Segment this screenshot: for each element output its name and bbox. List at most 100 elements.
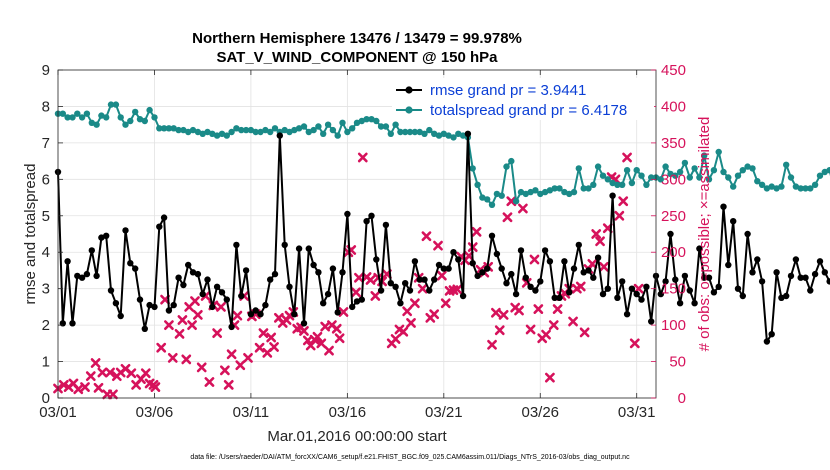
- totalspread-point: [93, 121, 100, 128]
- totalspread-point: [469, 165, 476, 172]
- obs-count-marker: [599, 261, 609, 272]
- rmse-point: [773, 269, 780, 276]
- rmse-point: [484, 265, 491, 272]
- rmse-point: [614, 294, 621, 301]
- rmse-point: [508, 270, 515, 278]
- totalspread-point: [590, 181, 597, 188]
- rmse-point: [127, 260, 134, 267]
- totalspread-point: [358, 117, 365, 125]
- rmse-point: [758, 278, 766, 285]
- totalspread-point: [353, 119, 361, 127]
- totalspread-point: [614, 181, 621, 188]
- rmse-point: [416, 276, 423, 283]
- rmse-point: [816, 258, 824, 265]
- totalspread-point: [508, 157, 515, 165]
- obs-count-marker: [93, 382, 104, 393]
- rmse-point: [426, 287, 433, 294]
- rmse-point: [811, 270, 819, 278]
- rmse-point: [373, 256, 380, 263]
- rmse-point: [295, 245, 303, 252]
- totalspread-point: [498, 192, 505, 199]
- y-axis-label-right: # of obs: o=possible; ×=assimilated: [696, 117, 713, 352]
- totalspread-point: [643, 181, 650, 188]
- obs-count-marker: [436, 270, 447, 281]
- totalspread-point: [185, 128, 192, 136]
- totalspread-point: [368, 116, 375, 123]
- totalspread-point: [725, 174, 732, 181]
- rmse-point: [802, 274, 809, 281]
- obs-count-marker: [579, 327, 590, 338]
- totalspread-point: [88, 119, 96, 127]
- totalspread-point: [758, 181, 766, 188]
- totalspread-point: [792, 183, 800, 190]
- obs-count-marker: [440, 298, 451, 309]
- rmse-point: [459, 292, 467, 300]
- legend-marker-totalspread: [405, 106, 413, 114]
- rmse-point: [315, 269, 322, 276]
- totalspread-point: [459, 132, 467, 139]
- totalspread-point: [816, 172, 824, 179]
- rmse-point: [107, 287, 115, 294]
- chart-title: Northern Hemisphere 13476 / 13479 = 99.9…: [192, 30, 522, 47]
- obs-count-marker: [365, 275, 376, 285]
- totalspread-point: [787, 174, 795, 181]
- totalspread-point: [763, 185, 771, 192]
- rmse-point: [464, 130, 472, 137]
- rmse-point: [431, 276, 438, 283]
- rmse-point: [667, 230, 674, 238]
- legend-marker-rmse: [405, 86, 413, 94]
- rmse-point: [643, 283, 650, 290]
- rmse-point: [691, 300, 698, 307]
- totalspread-point: [604, 176, 611, 183]
- totalspread-point: [561, 188, 568, 196]
- rmse-point: [676, 300, 684, 307]
- rmse-point: [580, 269, 587, 276]
- totalspread-point: [392, 121, 399, 128]
- totalspread-point: [609, 179, 616, 187]
- rmse-point: [797, 274, 804, 281]
- rmse-point: [474, 272, 481, 280]
- rmse-point: [59, 320, 66, 327]
- x-tick-label: 03/26: [521, 404, 559, 421]
- obs-count-marker: [390, 334, 401, 344]
- y-tick-label-left: 7: [42, 135, 50, 152]
- totalspread-point: [778, 183, 785, 190]
- rmse-point: [681, 272, 689, 280]
- rmse-point: [218, 289, 226, 296]
- rmse-point: [320, 300, 327, 307]
- rmse-point: [421, 276, 428, 283]
- obs-count-marker: [126, 368, 137, 379]
- obs-count-marker: [629, 338, 640, 349]
- plot-frame: [57, 69, 657, 399]
- rmse-point: [276, 132, 283, 139]
- obs-count-marker: [529, 254, 540, 265]
- totalspread-point: [122, 121, 129, 128]
- totalspread-point: [826, 167, 830, 174]
- totalspread-point: [165, 125, 173, 132]
- totalspread-point: [676, 168, 684, 176]
- totalspread-point: [107, 101, 115, 108]
- rmse-point: [78, 274, 86, 281]
- obs-count-marker: [226, 349, 237, 360]
- rmse-point: [701, 274, 708, 281]
- y-tick-label-left: 5: [42, 208, 50, 225]
- totalspread-point: [300, 123, 308, 130]
- totalspread-point: [247, 126, 255, 134]
- rmse-point: [440, 265, 447, 272]
- rmse-point: [503, 280, 510, 287]
- obs-count-marker: [140, 368, 151, 379]
- totalspread-point: [416, 128, 423, 136]
- y-tick-label-right: 0: [678, 390, 686, 407]
- rmse-point: [74, 272, 81, 280]
- totalspread-point: [730, 183, 737, 190]
- rmse-point: [537, 278, 544, 285]
- rmse-point: [754, 256, 761, 263]
- totalspread-point: [546, 187, 554, 194]
- rmse-point: [262, 301, 269, 309]
- rmse-point: [175, 274, 182, 281]
- totalspread-point: [797, 185, 804, 192]
- rmse-point: [122, 227, 129, 234]
- totalspread-point: [696, 174, 703, 181]
- totalspread-point: [435, 132, 443, 139]
- totalspread-point: [387, 130, 394, 137]
